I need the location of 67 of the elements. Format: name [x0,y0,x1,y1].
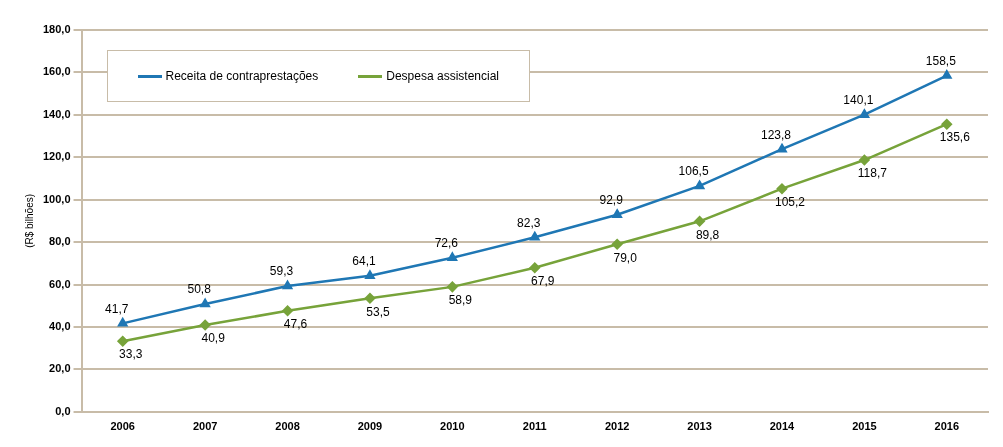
x-tick-label: 2014 [769,420,796,433]
x-tick-label: 2015 [852,420,877,433]
data-label: 50,8 [187,282,212,297]
data-label: 41,7 [105,301,129,316]
point [200,298,210,308]
point [529,262,541,274]
y-tick-label: 60,0 [49,277,71,290]
point [612,209,622,218]
data-label: 33,3 [119,347,143,362]
legend-label: Despesa assistencial [386,69,500,83]
point [365,270,375,280]
data-label: 58,9 [448,293,473,308]
point [694,180,705,190]
y-tick-label: 120,0 [43,150,71,163]
data-label: 67,9 [531,274,555,289]
x-tick-label: 2011 [522,420,547,433]
x-tick-label: 2009 [357,420,383,433]
data-label: 106,5 [678,164,709,179]
x-tick-label: 2012 [604,420,630,433]
point [859,154,870,166]
point [199,319,211,331]
y-tick-label: 160,0 [43,65,71,78]
data-label: 118,7 [857,166,888,181]
x-tick-label: 2016 [934,420,960,433]
point [611,238,623,250]
data-label: 158,5 [925,53,957,68]
x-tick-label: 2008 [275,420,300,433]
point [941,118,953,130]
x-tick-label: 2013 [687,420,712,433]
data-label: 47,6 [283,317,308,332]
y-tick-label: 100,0 [43,192,71,205]
legend-label: Receita de contraprestações [165,69,319,83]
point [530,231,540,241]
x-tick-label: 2006 [110,420,135,433]
point [694,216,705,227]
data-label: 82,3 [517,215,541,230]
data-label: 123,8 [760,127,792,142]
data-label: 135,6 [939,130,971,145]
data-label: 89,8 [695,227,720,242]
y-tick-label: 0,0 [55,404,71,417]
x-tick-label: 2007 [192,420,218,433]
y-axis-title: (R$ bilhões) [23,193,35,248]
data-label: 40,9 [201,331,226,346]
x-tick-label: 2010 [440,420,465,433]
y-tick-label: 20,0 [49,362,71,375]
data-label: 53,5 [366,304,390,319]
point [859,109,870,118]
data-label: 59,3 [269,264,294,279]
data-label: 92,9 [599,193,624,208]
y-tick-label: 80,0 [49,235,71,248]
data-label: 105,2 [774,194,806,209]
y-tick-label: 140,0 [43,107,71,120]
data-label: 79,0 [613,250,638,265]
point [364,293,376,304]
point [777,143,787,153]
point [447,252,458,262]
data-label: 64,1 [352,254,376,269]
y-tick-label: 180,0 [43,23,71,36]
data-label: 72,6 [434,236,459,251]
point [447,281,458,293]
point [776,183,788,194]
y-tick-label: 40,0 [49,319,71,332]
data-label: 140,1 [843,92,874,107]
point [282,280,293,290]
point [282,305,293,317]
point [117,335,128,347]
point [942,70,952,79]
